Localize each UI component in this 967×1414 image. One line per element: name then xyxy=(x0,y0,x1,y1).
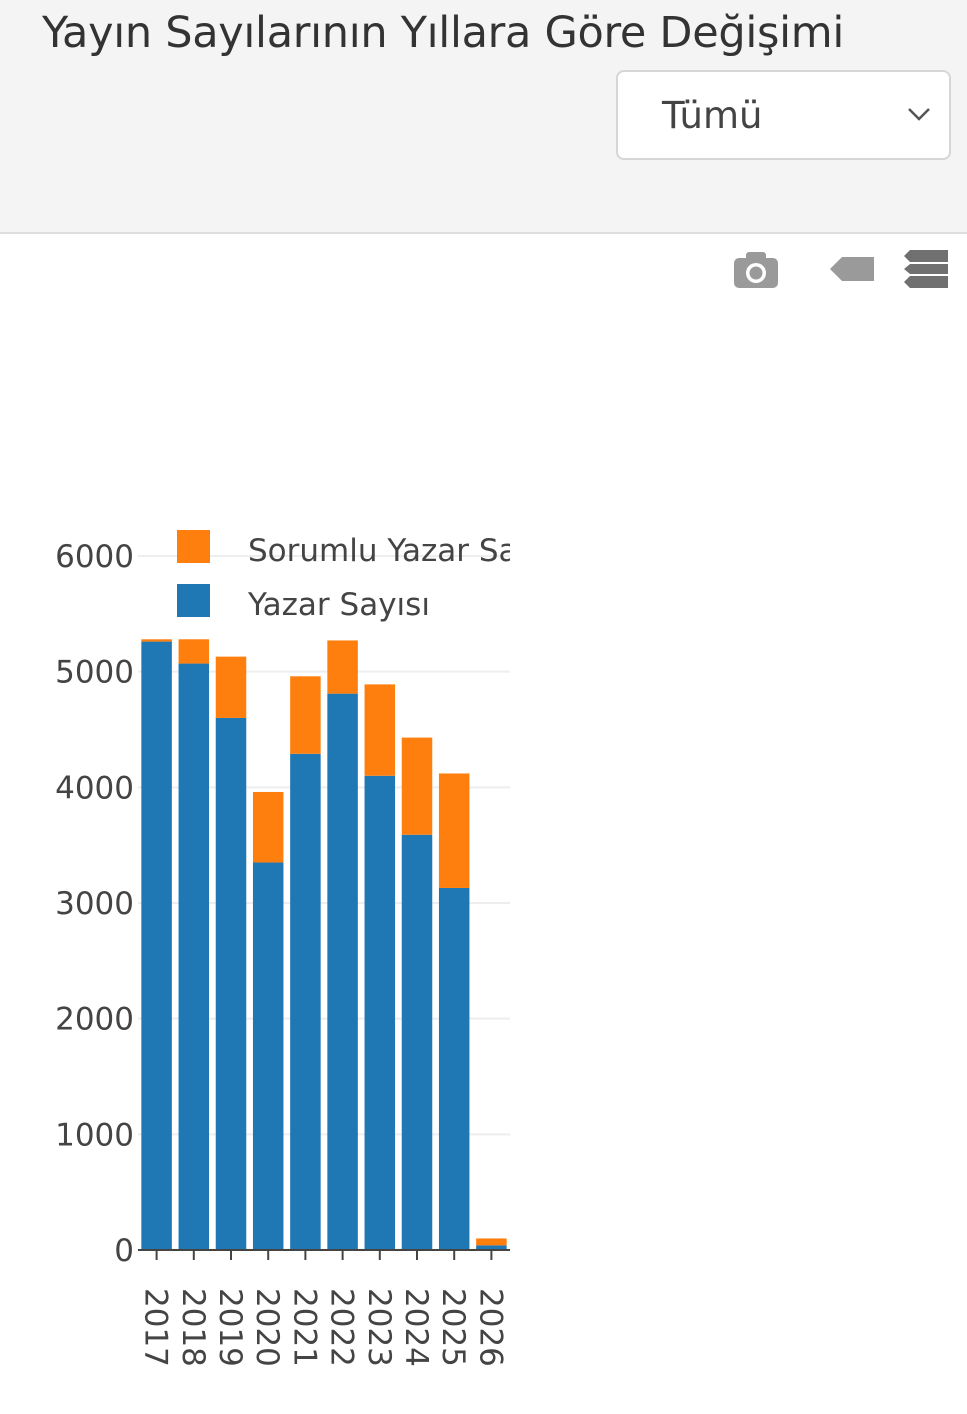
x-tick-label: 2017 xyxy=(138,1288,174,1367)
x-tick-label: 2021 xyxy=(286,1288,322,1367)
y-tick-label: 4000 xyxy=(55,770,134,806)
bar-segment[interactable] xyxy=(364,775,396,1250)
layers-icon[interactable] xyxy=(902,248,950,290)
legend[interactable]: Sorumlu Yazar Sa Yazar Sayısı xyxy=(177,530,518,623)
legend-label[interactable]: Yazar Sayısı xyxy=(247,587,430,623)
bar-segment[interactable] xyxy=(438,887,470,1250)
bars xyxy=(141,639,507,1250)
bar-segment[interactable] xyxy=(327,640,358,694)
legend-swatch[interactable] xyxy=(177,530,210,563)
x-tick-label: 2018 xyxy=(175,1288,211,1367)
bar-segment[interactable] xyxy=(215,656,247,718)
select-value: Tümü xyxy=(662,94,763,137)
x-tick-label: 2020 xyxy=(249,1288,285,1367)
bar-segment[interactable] xyxy=(290,676,321,754)
legend-swatch[interactable] xyxy=(177,584,210,617)
y-tick-label: 5000 xyxy=(55,655,134,691)
bar-segment[interactable] xyxy=(141,639,172,642)
x-tick-label: 2025 xyxy=(435,1288,471,1367)
y-tick-label: 1000 xyxy=(55,1117,134,1153)
bar-segment[interactable] xyxy=(252,791,284,863)
bar-segment[interactable] xyxy=(401,834,433,1250)
bar-segment[interactable] xyxy=(290,753,321,1250)
bar-segment[interactable] xyxy=(215,717,247,1250)
bar-segment[interactable] xyxy=(178,639,210,664)
x-tick-label: 2019 xyxy=(212,1288,248,1367)
header: Yayın Sayılarının Yıllara Göre Değişimi … xyxy=(0,0,967,234)
y-tick-label: 3000 xyxy=(55,886,134,922)
x-tick-label: 2022 xyxy=(324,1288,360,1367)
bar-segment[interactable] xyxy=(401,737,433,835)
bar-segment[interactable] xyxy=(178,663,210,1250)
bar-segment[interactable] xyxy=(476,1245,507,1250)
chevron-down-icon xyxy=(908,108,930,121)
bar-segment[interactable] xyxy=(327,693,358,1250)
legend-label[interactable]: Sorumlu Yazar Sa xyxy=(248,533,518,569)
y-tick-label: 0 xyxy=(114,1233,134,1269)
bar-segment[interactable] xyxy=(476,1238,507,1246)
bar-segment[interactable] xyxy=(438,773,470,888)
bar-segment[interactable] xyxy=(364,684,396,776)
y-tick-label: 6000 xyxy=(55,539,134,575)
bar-segment[interactable] xyxy=(252,862,284,1250)
x-tick-label: 2023 xyxy=(361,1288,397,1367)
camera-icon[interactable] xyxy=(732,250,780,290)
tag-icon[interactable] xyxy=(828,254,876,284)
page-title: Yayın Sayılarının Yıllara Göre Değişimi xyxy=(42,8,845,58)
x-tick-label: 2026 xyxy=(472,1288,508,1367)
year-filter-select[interactable]: Tümü xyxy=(616,70,951,160)
bar-segment[interactable] xyxy=(141,641,172,1250)
x-tick-label: 2024 xyxy=(398,1288,434,1367)
y-tick-label: 2000 xyxy=(55,1002,134,1038)
